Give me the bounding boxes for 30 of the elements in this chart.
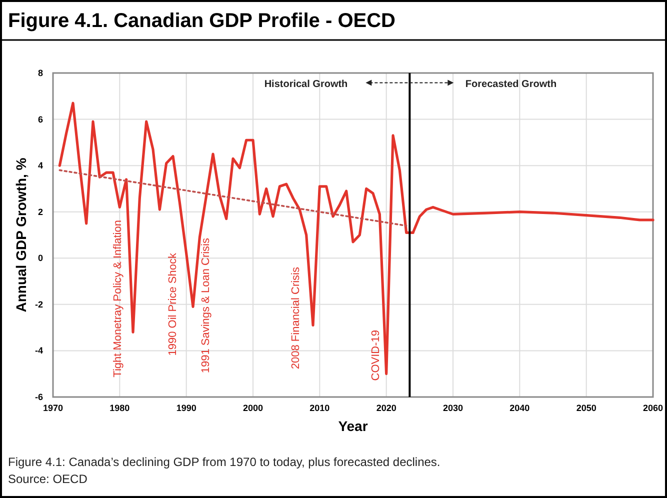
y-tick-label: 4 — [38, 160, 43, 171]
annotation: 1991 Savings & Loan Crisis — [200, 238, 212, 374]
annotation: 1990 Oil Price Shock — [167, 252, 179, 356]
annotation: Forecasted Growth — [465, 79, 557, 90]
y-tick-label: 6 — [38, 114, 43, 124]
y-tick-label: 2 — [38, 206, 43, 217]
y-tick-label: -6 — [34, 392, 43, 402]
x-tick-label: 2010 — [310, 403, 330, 413]
x-tick-label: 1990 — [176, 403, 196, 413]
chart-title: Figure 4.1. Canadian GDP Profile - OECD — [8, 10, 396, 32]
annotation: COVID-19 — [370, 330, 382, 381]
x-tick-label: 1980 — [110, 403, 130, 413]
annotation: Tight Monetray Policy & Inflation — [112, 220, 124, 378]
x-tick-label: 2040 — [510, 403, 530, 413]
x-tick-label: 2020 — [376, 403, 396, 413]
source-note: Source: OECD — [8, 472, 88, 486]
y-tick-label: 8 — [38, 68, 43, 78]
annotation: 2008 Financial Crisis — [290, 266, 302, 370]
x-tick-label: 2030 — [442, 403, 464, 413]
y-tick-label: 0 — [38, 253, 43, 264]
x-tick-label: 1970 — [42, 403, 64, 413]
x-tick-label: 2000 — [242, 403, 264, 413]
y-tick-label: -4 — [34, 346, 43, 356]
x-tick-label: 2050 — [576, 403, 596, 413]
x-tick-label: 2060 — [642, 403, 664, 413]
caption: Figure 4.1: Canada’s declining GDP from 1970 to today, plus forecasted declines. — [8, 455, 440, 469]
annotation: Historical Growth — [264, 79, 348, 90]
x-axis-title: Year — [338, 418, 368, 434]
y-axis-title: Annual GDP Growth, % — [13, 157, 29, 312]
y-tick-label: -2 — [34, 299, 43, 310]
